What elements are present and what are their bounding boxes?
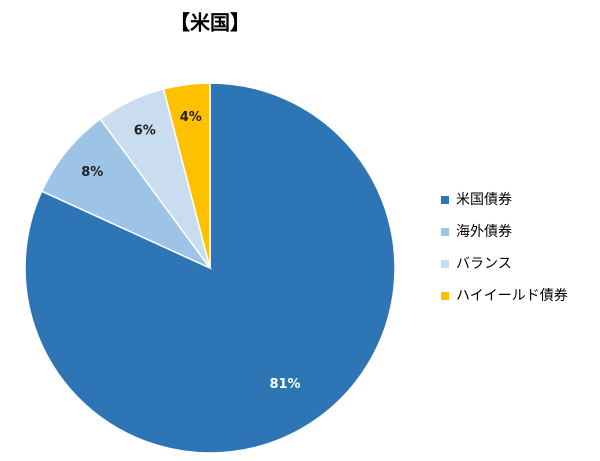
data-label: 81%: [269, 377, 300, 392]
pie-slice: [162, 82, 211, 269]
legend-swatch: [441, 292, 449, 300]
legend-label: 米国債券: [456, 192, 512, 208]
data-label: 4%: [180, 110, 202, 125]
data-label: 8%: [81, 165, 103, 180]
legend-label: 海外債券: [456, 224, 512, 240]
chart-title: 【米国】: [170, 11, 250, 35]
legend-swatch: [441, 260, 449, 268]
data-label: 6%: [134, 124, 156, 139]
legend-label: ハイイールド債券: [456, 288, 568, 304]
legend-swatch: [441, 228, 449, 236]
legend-swatch: [441, 196, 449, 204]
legend-label: バランス: [456, 256, 512, 272]
pie-slice: [40, 117, 213, 270]
pie-slice: [24, 82, 396, 454]
